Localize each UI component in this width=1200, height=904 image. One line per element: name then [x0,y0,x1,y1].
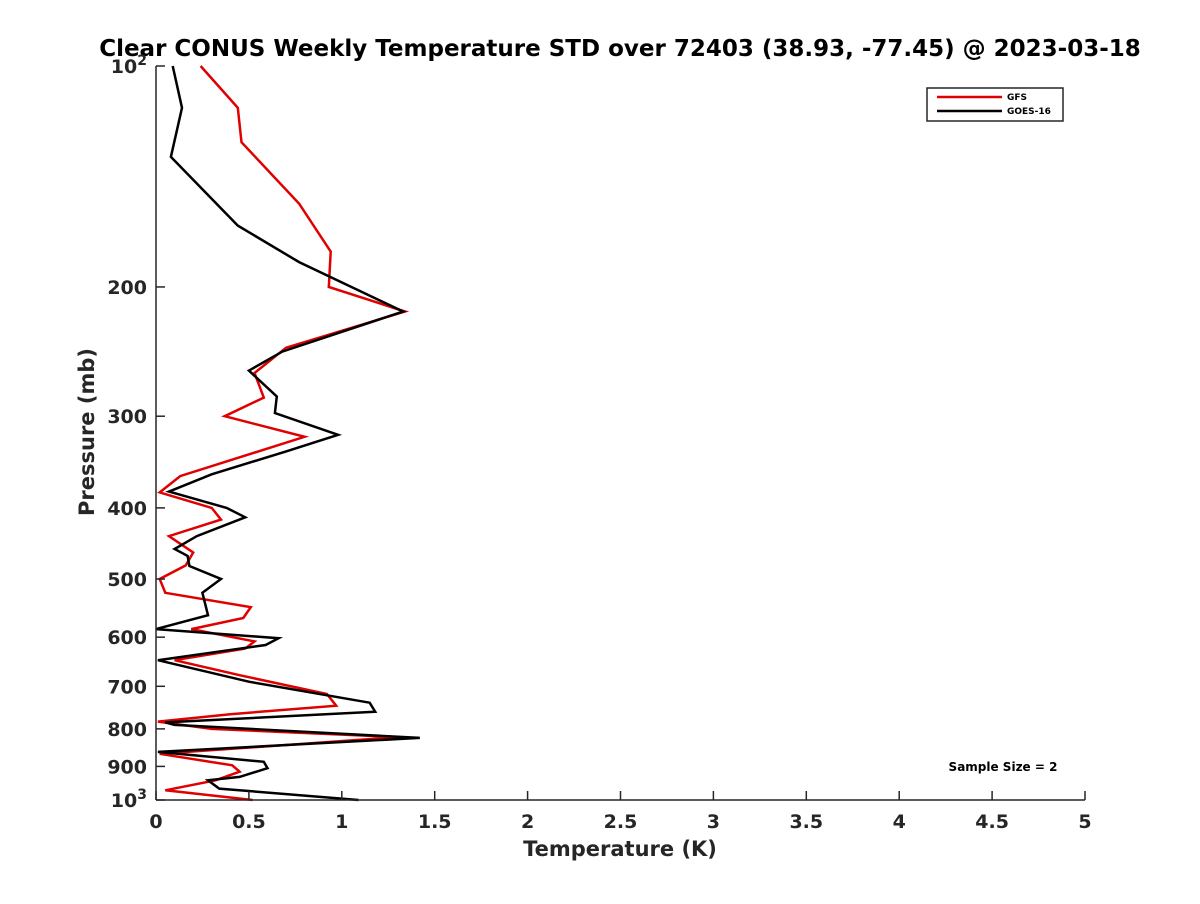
series-line-goes-16 [155,65,420,802]
y-tick-label: 600 [107,627,147,649]
legend-entry-label: GFS [1007,93,1027,103]
x-tick-label: 2 [521,811,534,833]
chart-title: Clear CONUS Weekly Temperature STD over … [99,36,1141,62]
x-tick-label: 1 [335,811,348,833]
x-tick-label: 0.5 [232,811,266,833]
y-tick-label: 500 [107,569,147,591]
x-axis-label: Temperature (K) [523,837,717,861]
series-line-gfs [157,65,410,802]
x-tick-label: 1.5 [418,811,452,833]
plot-area [155,65,420,802]
y-tick-label: 900 [107,756,147,778]
legend-entry-label: GOES-16 [1007,107,1051,117]
legend-box [926,87,1064,122]
x-tick-label: 4.5 [975,811,1009,833]
y-tick-label: 103 [111,787,147,812]
y-tick-label: 300 [107,406,147,428]
x-tick-label: 5 [1078,811,1091,833]
x-tick-label: 2.5 [604,811,638,833]
y-axis: 102 200 300 400 500 600 700 800 900 103 [107,53,165,812]
y-tick-label: 400 [107,498,147,520]
x-tick-label: 4 [893,811,906,833]
y-tick-label: 700 [107,676,147,698]
x-tick-label: 3 [707,811,720,833]
y-tick-label: 102 [111,53,147,78]
y-axis-label: Pressure (mb) [75,348,99,516]
x-tick-label: 3.5 [789,811,823,833]
sample-size-annotation: Sample Size = 2 [949,760,1058,774]
y-tick-label: 800 [107,719,147,741]
x-tick-label: 0 [149,811,162,833]
y-tick-label: 200 [107,277,147,299]
x-axis: 0 0.5 1 1.5 2 2.5 3 3.5 4 4.5 5 [149,791,1092,833]
legend: GFS GOES-16 [926,87,1064,122]
